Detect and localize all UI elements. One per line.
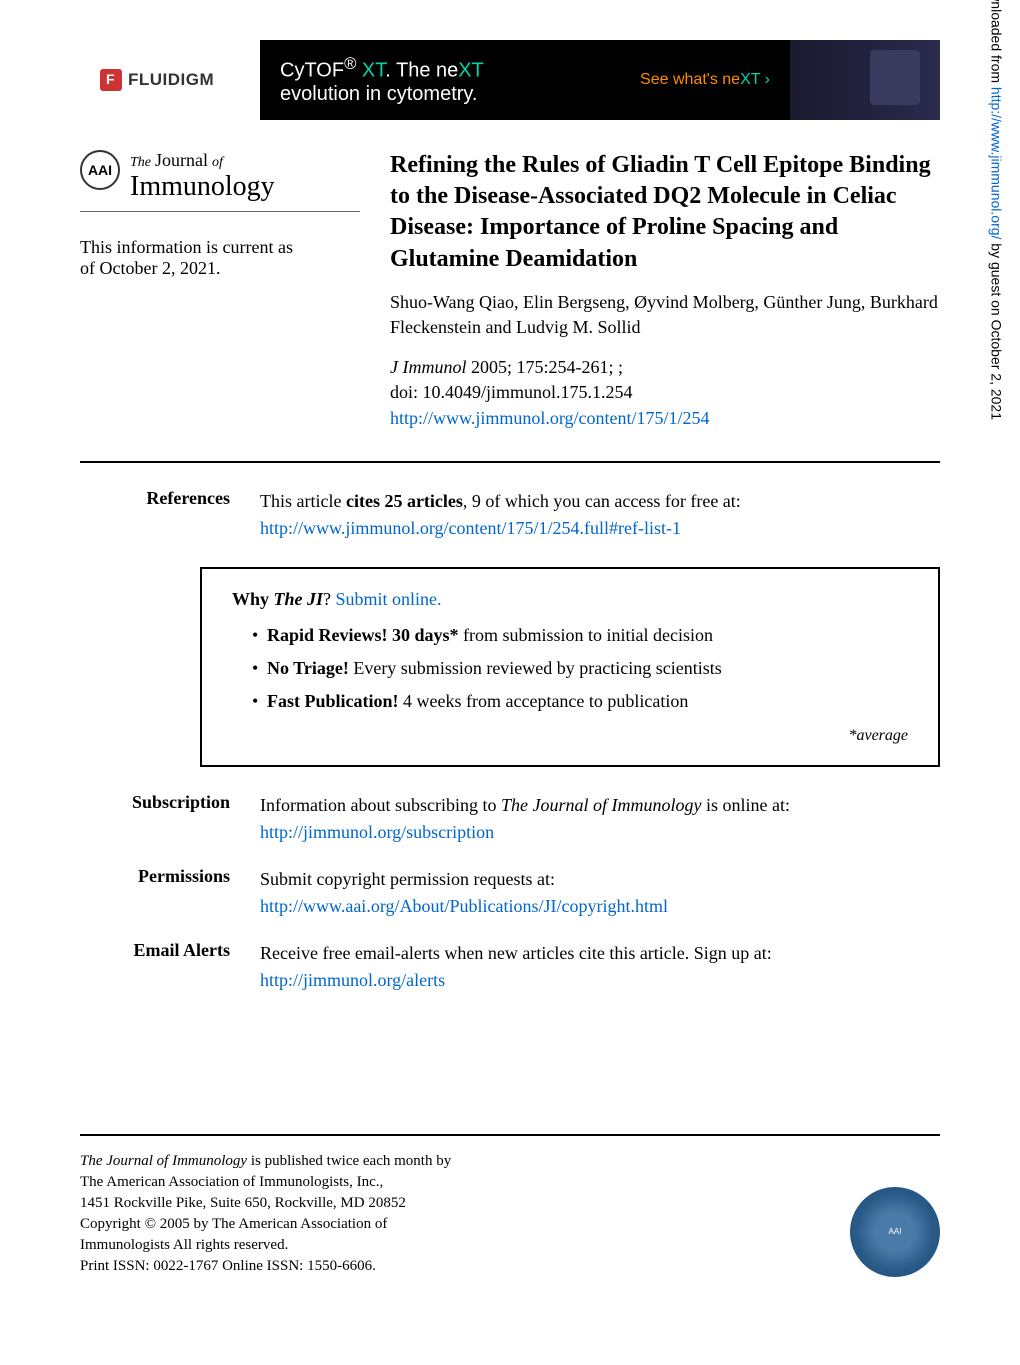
article-section: Refining the Rules of Gliadin T Cell Epi… <box>390 150 940 431</box>
article-url-link[interactable]: http://www.jimmunol.org/content/175/1/25… <box>390 408 710 428</box>
why-list: Rapid Reviews! 30 days* from submission … <box>232 625 908 712</box>
banner-brand-section: FLUIDIGM <box>80 40 260 120</box>
article-citation: J Immunol 2005; 175:254-261; ; doi: 10.4… <box>390 355 940 431</box>
why-list-item: No Triage! Every submission reviewed by … <box>252 658 908 679</box>
fluidigm-brand-text: FLUIDIGM <box>128 70 214 90</box>
aai-seal-icon: AAI <box>850 1187 940 1277</box>
banner-ad[interactable]: FLUIDIGM CyTOF® XT. The neXT evolution i… <box>80 40 940 120</box>
banner-subtitle: evolution in cytometry. <box>280 83 620 106</box>
banner-center: CyTOF® XT. The neXT evolution in cytomet… <box>260 54 640 106</box>
article-authors: Shuo-Wang Qiao, Elin Bergseng, Øyvind Mo… <box>390 290 940 340</box>
email-alerts-content: Receive free email-alerts when new artic… <box>260 940 940 994</box>
footer-divider <box>80 1134 940 1136</box>
banner-cta: See what's neXT › <box>640 71 770 89</box>
article-title: Refining the Rules of Gliadin T Cell Epi… <box>390 150 940 275</box>
email-alerts-row: Email Alerts Receive free email-alerts w… <box>80 940 940 994</box>
sidebar-download-info: Downloaded from http://www.jimmunol.org/… <box>989 0 1005 420</box>
subscription-content: Information about subscribing to The Jou… <box>260 792 940 846</box>
banner-title: CyTOF® XT. The neXT <box>280 54 620 83</box>
permissions-url-link[interactable]: http://www.aai.org/About/Publications/JI… <box>260 896 668 916</box>
device-image <box>870 50 920 105</box>
journal-logo: AAI The Journal of Immunology <box>80 150 360 212</box>
references-label: References <box>80 488 230 542</box>
why-title: Why The JI? Submit online. <box>232 589 908 610</box>
why-list-item: Fast Publication! 4 weeks from acceptanc… <box>252 691 908 712</box>
current-info: This information is current as of Octobe… <box>80 237 360 279</box>
footer-text: The Journal of Immunology is published t… <box>80 1151 451 1277</box>
permissions-label: Permissions <box>80 866 230 920</box>
divider <box>80 461 940 463</box>
subscription-label: Subscription <box>80 792 230 846</box>
references-content: This article cites 25 articles, 9 of whi… <box>260 488 940 542</box>
permissions-row: Permissions Submit copyright permission … <box>80 866 940 920</box>
fluidigm-logo: FLUIDIGM <box>100 69 214 91</box>
footer-logo: AAI <box>850 1187 940 1277</box>
email-alerts-url-link[interactable]: http://jimmunol.org/alerts <box>260 970 445 990</box>
subscription-url-link[interactable]: http://jimmunol.org/subscription <box>260 822 494 842</box>
journal-header: AAI The Journal of Immunology This infor… <box>80 150 940 431</box>
email-alerts-label: Email Alerts <box>80 940 230 994</box>
journal-logo-section: AAI The Journal of Immunology This infor… <box>80 150 360 431</box>
banner-device-section <box>790 40 940 120</box>
why-list-item: Rapid Reviews! 30 days* from submission … <box>252 625 908 646</box>
fluidigm-icon <box>100 69 122 91</box>
references-url-link[interactable]: http://www.jimmunol.org/content/175/1/25… <box>260 518 681 538</box>
subscription-row: Subscription Information about subscribi… <box>80 792 940 846</box>
references-row: References This article cites 25 article… <box>80 488 940 542</box>
why-average-note: *average <box>232 727 908 745</box>
sidebar-url-link[interactable]: http://www.jimmunol.org/ <box>989 87 1005 240</box>
submit-online-link[interactable]: Submit online. <box>336 589 442 609</box>
permissions-content: Submit copyright permission requests at:… <box>260 866 940 920</box>
why-box: Why The JI? Submit online. Rapid Reviews… <box>200 567 940 767</box>
journal-name: The Journal of Immunology <box>130 150 275 203</box>
aai-badge-icon: AAI <box>80 150 120 190</box>
footer: The Journal of Immunology is published t… <box>80 1151 940 1277</box>
